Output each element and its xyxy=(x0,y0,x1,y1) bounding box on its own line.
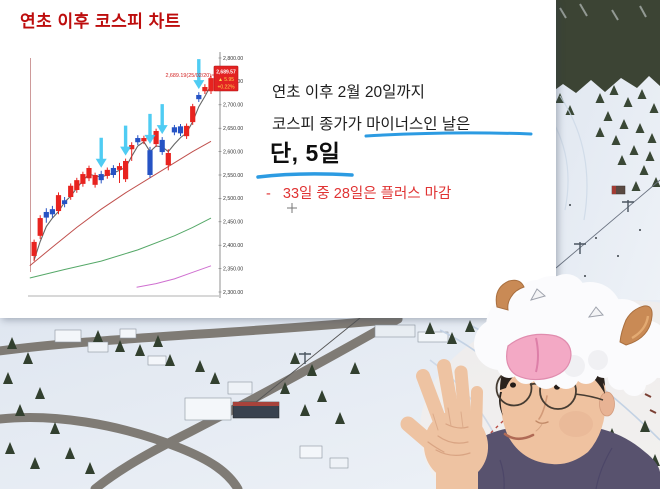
minus-day-arrow xyxy=(120,125,132,156)
poro-hat-horn-right xyxy=(619,305,653,346)
poro-hat-horn-left xyxy=(495,279,525,311)
candle-day-25 xyxy=(177,126,184,134)
candle-day-11 xyxy=(92,175,98,185)
y-axis-tick-label: 2,800.00 xyxy=(223,56,243,62)
minus-day-arrow xyxy=(156,104,168,135)
candle-day-10 xyxy=(86,167,92,179)
chairlift-upper xyxy=(555,179,660,269)
candle-day-18 xyxy=(135,138,141,143)
price-badge xyxy=(213,65,239,92)
candle-day-13 xyxy=(104,169,110,176)
candle-day-26 xyxy=(184,125,190,137)
candle-day-9 xyxy=(80,174,86,184)
y-axis-tick-label: 2,550.00 xyxy=(223,173,243,179)
y-axis-tick-label: 2,650.00 xyxy=(223,126,243,132)
y-axis-tick-label: 2,350.00 xyxy=(223,266,243,272)
candle-day-1 xyxy=(31,241,37,256)
candle-day-21 xyxy=(153,131,159,145)
mountain-forest xyxy=(548,0,660,320)
presenter-hand xyxy=(400,359,489,489)
y-axis-tick-label: 2,300.00 xyxy=(223,290,243,296)
presenter-ear xyxy=(599,391,615,417)
y-axis-tick-label: 2,700.00 xyxy=(223,103,243,109)
minus-day-arrow xyxy=(193,59,205,90)
candle-day-20 xyxy=(147,150,153,175)
village-roads xyxy=(0,314,403,489)
y-axis-tick-label: 2,500.00 xyxy=(223,196,243,202)
price-badge-line: 2,689.57 xyxy=(216,70,236,76)
candle-day-8 xyxy=(74,180,80,190)
candle-day-22 xyxy=(159,139,165,153)
candle-day-29 xyxy=(202,87,208,92)
underline-emphasis xyxy=(256,172,354,179)
crosshair-cursor xyxy=(287,203,297,213)
candle-day-5 xyxy=(55,195,62,212)
minus-day-arrow xyxy=(144,113,156,144)
candle-day-17 xyxy=(129,145,135,150)
candle-day-6 xyxy=(62,200,68,205)
ma-long xyxy=(29,217,212,279)
price-badge-line: +0.22% xyxy=(217,85,235,91)
candle-day-30 xyxy=(208,78,214,92)
candle-day-24 xyxy=(171,127,177,133)
candle-day-19 xyxy=(141,138,147,142)
poro-hat-eye-left xyxy=(529,288,547,301)
underline-line2 xyxy=(364,131,533,138)
ma-mid xyxy=(29,140,212,267)
y-axis-tick-label: 2,400.00 xyxy=(223,243,243,249)
candle-day-2 xyxy=(37,218,43,236)
high-annotation: 2,689.19(25/02/20) xyxy=(165,73,211,79)
candle-day-16 xyxy=(123,160,129,180)
ma-longest xyxy=(136,265,212,288)
kospi-candlestick-chart: 2,800.002,750.002,700.002,650.002,600.00… xyxy=(28,52,533,298)
minus-day-arrow xyxy=(95,137,107,168)
candle-day-7 xyxy=(68,185,74,197)
chairlift-base-station xyxy=(232,317,361,419)
candle-day-28 xyxy=(196,94,202,100)
candle-day-15 xyxy=(116,166,123,170)
poro-hat xyxy=(474,274,660,396)
candle-day-12 xyxy=(98,174,104,181)
candle-day-27 xyxy=(190,106,196,123)
candle-day-3 xyxy=(43,211,49,218)
y-axis-tick-label: 2,600.00 xyxy=(223,149,243,155)
presenter-mouth xyxy=(503,432,535,441)
candle-day-23 xyxy=(165,153,171,166)
poro-hat-eye-right xyxy=(587,306,604,318)
price-badge-line: ▲ 5.95 xyxy=(218,77,234,83)
y-axis-tick-label: 2,450.00 xyxy=(223,220,243,226)
candle-day-4 xyxy=(49,209,55,215)
buildings xyxy=(54,324,449,469)
candle-day-14 xyxy=(110,167,116,175)
